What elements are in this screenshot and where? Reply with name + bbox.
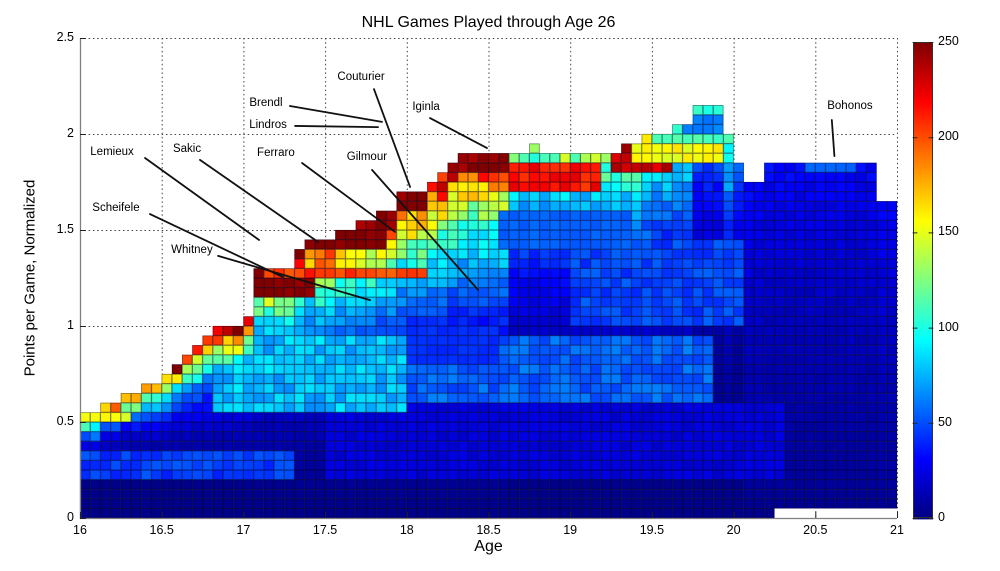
annotation-label-whitney: Whitney [171, 243, 213, 256]
x-tick-label: 18.5 [476, 523, 501, 537]
x-tick-label: 19.5 [639, 523, 665, 537]
y-tick-label: 1 [67, 318, 74, 332]
colorbar-tick-label: 50 [938, 414, 952, 429]
x-tick-label: 17 [236, 523, 251, 537]
colorbar-tick-label: 200 [938, 129, 959, 144]
y-axis-label: Points per Game, Normalized [21, 179, 39, 377]
x-tick-label: 18 [399, 523, 414, 537]
annotation-label-brendl: Brendl [249, 97, 283, 110]
annotation-label-couturier: Couturier [337, 70, 385, 83]
x-tick-label: 17.5 [312, 523, 338, 537]
annotation-label-lemieux: Lemieux [90, 146, 134, 159]
colorbar-tick-label: 250 [938, 34, 959, 48]
annotation-label-ferraro: Ferraro [257, 147, 295, 159]
x-tick-label: 20 [726, 523, 741, 537]
x-tick-label: 19 [563, 523, 578, 537]
colorbar-tick-label: 0 [938, 510, 945, 524]
annotation-label-lindros: Lindros [249, 118, 287, 131]
colorbar-tick-label: 100 [938, 319, 959, 334]
x-tick-label: 16 [73, 523, 87, 537]
annotation-label-bohonos: Bohonos [827, 99, 873, 112]
x-tick-label: 20.5 [803, 523, 828, 537]
x-tick-label: 16.5 [149, 523, 174, 537]
y-tick-label: 0.5 [56, 414, 74, 428]
y-tick-label: 2 [67, 126, 74, 140]
x-axis-label: Age [474, 538, 503, 555]
y-tick-label: 0 [67, 510, 74, 524]
annotation-label-iginla: Iginla [412, 100, 440, 113]
y-tick-label: 2.5 [56, 30, 74, 44]
chart-title: NHL Games Played through Age 26 [361, 14, 616, 31]
annotation-label-sakic: Sakic [172, 142, 202, 155]
y-tick-label: 1.5 [56, 222, 74, 236]
annotation-label-gilmour: Gilmour [346, 151, 388, 164]
annotation-label-scheifele: Scheifele [92, 201, 140, 214]
colorbar-tick-label: 150 [938, 224, 959, 239]
x-tick-label: 21 [890, 523, 904, 537]
